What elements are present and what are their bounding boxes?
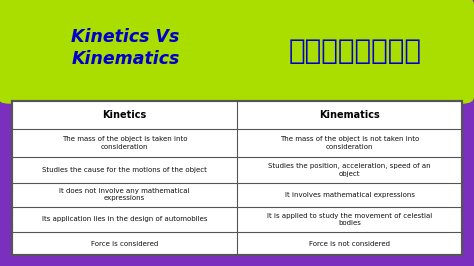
Text: Force is not considered: Force is not considered <box>309 241 390 247</box>
Bar <box>12 101 462 255</box>
FancyBboxPatch shape <box>0 0 254 104</box>
Text: The mass of the object is not taken into
consideration: The mass of the object is not taken into… <box>280 136 419 150</box>
Text: Its application lies in the design of automobiles: Its application lies in the design of au… <box>42 217 207 222</box>
Text: Kinetics: Kinetics <box>102 110 146 120</box>
Text: Studies the cause for the motions of the object: Studies the cause for the motions of the… <box>42 167 207 173</box>
Text: It involves mathematical expressions: It involves mathematical expressions <box>284 192 415 198</box>
Text: Force is considered: Force is considered <box>91 241 158 247</box>
Text: It is applied to study the movement of celestial
bodies: It is applied to study the movement of c… <box>267 213 432 226</box>
Text: Kinematics: Kinematics <box>319 110 380 120</box>
Text: The mass of the object is taken into
consideration: The mass of the object is taken into con… <box>62 136 187 150</box>
Text: नेपालीमा: नेपालीमा <box>289 36 422 65</box>
Text: Kinetics Vs
Kinematics: Kinetics Vs Kinematics <box>72 28 180 68</box>
Text: It does not involve any mathematical
expressions: It does not involve any mathematical exp… <box>59 188 190 201</box>
Text: Studies the position, acceleration, speed of an
object: Studies the position, acceleration, spee… <box>268 164 431 177</box>
FancyBboxPatch shape <box>237 0 474 104</box>
Bar <box>12 101 462 255</box>
